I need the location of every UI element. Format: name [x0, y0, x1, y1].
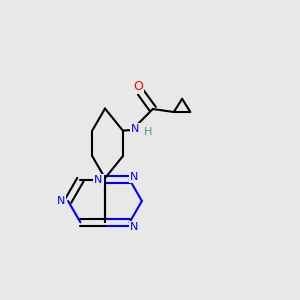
- Text: N: N: [131, 124, 139, 134]
- Text: N: N: [56, 196, 65, 206]
- Text: N: N: [130, 172, 138, 182]
- Text: H: H: [144, 127, 152, 137]
- Text: N: N: [94, 175, 103, 185]
- Text: N: N: [130, 222, 138, 232]
- Text: O: O: [133, 80, 143, 93]
